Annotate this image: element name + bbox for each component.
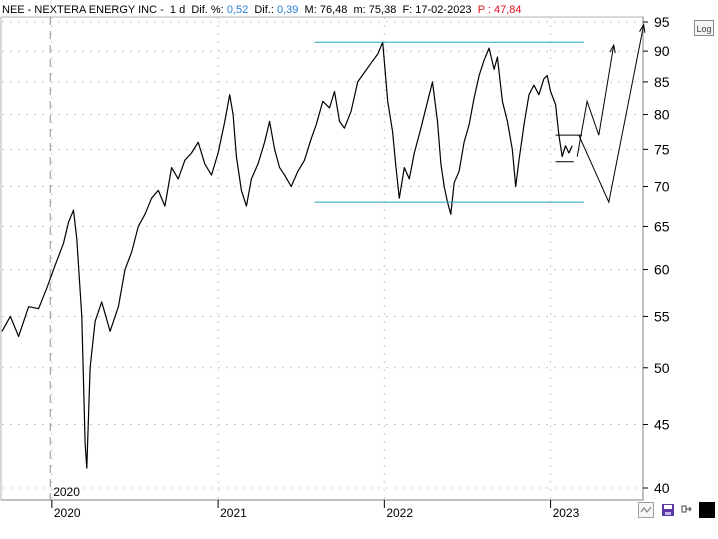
dif-pct-label: Dif. %: xyxy=(191,4,224,16)
date-label: F: xyxy=(402,4,413,16)
date-value: 17-02-2023 xyxy=(415,4,472,16)
y-tick-label: 75 xyxy=(654,141,670,157)
y-tick-label: 65 xyxy=(654,218,670,234)
move-icon[interactable] xyxy=(679,502,695,518)
log-scale-button[interactable]: Log xyxy=(694,20,714,36)
projection-up-arrow-head xyxy=(609,43,616,54)
symbol: NEE xyxy=(2,4,25,16)
chart-header: NEE - NEXTERA ENERGY INC - 1 d Dif. %: 0… xyxy=(2,1,642,19)
y-tick-label: 40 xyxy=(654,480,670,496)
x-tick-label: 2023 xyxy=(553,506,580,520)
price-series-line xyxy=(1,41,573,469)
projection-up-arrow xyxy=(576,45,615,157)
dash: - xyxy=(157,4,167,16)
projection-down-arrow xyxy=(578,24,645,204)
y-tick-label: 60 xyxy=(654,262,670,278)
max-label: M: xyxy=(304,4,317,16)
zigzag-icon[interactable] xyxy=(638,502,654,518)
plot-border xyxy=(0,16,644,501)
period: 1 d xyxy=(169,4,186,16)
date-marker-label: 2020 xyxy=(53,485,80,499)
x-tick-label: 2022 xyxy=(386,506,413,520)
projection-down-arrow-head xyxy=(639,23,646,33)
black-square-icon[interactable] xyxy=(699,502,715,518)
y-tick-label: 55 xyxy=(654,308,670,324)
dif-label: Dif.: xyxy=(254,4,274,16)
x-tick-label: 2020 xyxy=(54,506,81,520)
min-value: 75,38 xyxy=(368,4,397,16)
y-tick-label: 85 xyxy=(654,74,670,90)
save-icon[interactable] xyxy=(660,502,676,518)
p-value: 47,84 xyxy=(494,4,522,16)
y-tick-label: 95 xyxy=(654,14,670,30)
max-value: 76,48 xyxy=(319,4,348,16)
y-tick-label: 80 xyxy=(654,107,670,123)
min-label: m: xyxy=(353,4,366,16)
y-tick-label: 90 xyxy=(654,43,670,59)
p-label: P : xyxy=(477,4,491,16)
y-tick-label: 50 xyxy=(654,360,670,376)
dif-value: 0,39 xyxy=(276,4,299,16)
separator: - xyxy=(24,4,35,16)
x-tick-label: 2021 xyxy=(220,506,247,520)
y-tick-label: 45 xyxy=(654,417,670,433)
dif-pct-value: 0,52 xyxy=(226,4,249,16)
y-tick-label: 70 xyxy=(654,179,670,195)
company-name: NEXTERA ENERGY INC xyxy=(34,4,158,16)
